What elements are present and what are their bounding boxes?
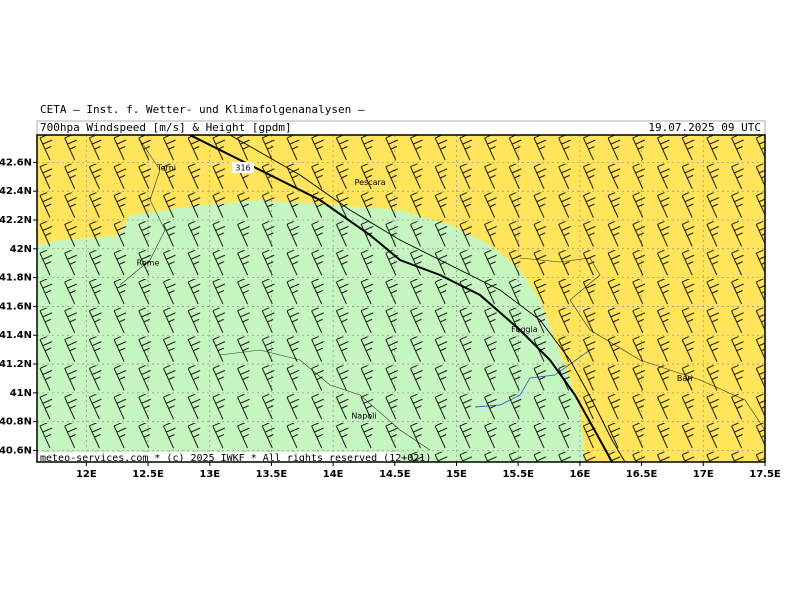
x-tick-label: 16.5E <box>626 469 658 480</box>
y-tick-label: 42N <box>10 244 32 255</box>
y-tick-label: 41.6N <box>0 301 32 312</box>
wind-barbs <box>37 135 765 462</box>
city-label: Terni <box>156 164 176 173</box>
height-contour <box>189 135 613 462</box>
x-tick-label: 15E <box>446 469 467 480</box>
x-tick-label: 16E <box>570 469 591 480</box>
cities: Terni Pescara Rome Foggia Bari Napoli <box>137 164 693 421</box>
footer-bg <box>38 452 400 462</box>
x-tick-label: 15.5E <box>502 469 534 480</box>
x-tick-label: 14E <box>323 469 344 480</box>
y-tick-label: 41.8N <box>0 273 32 284</box>
footer: meteo-services.com * (c) 2025 IWKF * All… <box>40 453 431 464</box>
y-tick-label: 42.2N <box>0 215 32 226</box>
x-tick-label: 12E <box>76 469 97 480</box>
y-tick-label: 41.2N <box>0 359 32 370</box>
y-tick-label: 41N <box>10 388 32 399</box>
city-label: Pescara <box>355 178 386 187</box>
y-tick-label: 40.6N <box>0 445 32 456</box>
map-frame <box>36 134 766 463</box>
height-contour-thin <box>229 135 626 462</box>
map-area: 316 Terni Pescara Rome Foggia Bari Napoli met… <box>37 135 765 464</box>
city-label: Rome <box>137 259 160 268</box>
map-date: 19.07.2025 09 UTC <box>648 121 761 134</box>
y-tick-label: 42.6N <box>0 157 32 168</box>
y-tick-label: 40.8N <box>0 417 32 428</box>
x-tick-label: 14.5E <box>379 469 411 480</box>
city-label: Foggia <box>511 325 538 334</box>
contour-label-bg <box>232 162 254 173</box>
institute: CETA – Inst. f. Wetter- und Klimafolgena… <box>40 103 365 116</box>
x-tick-label: 12.5E <box>132 469 164 480</box>
x-tick-label: 17E <box>693 469 714 480</box>
x-tick-label: 13E <box>199 469 220 480</box>
y-tick-label: 41.4N <box>0 330 32 341</box>
contour-label: 316 <box>235 164 250 173</box>
axis-ticks: 12E 12.5E 13E 13.5E 14E 14.5E 15E 15.5E 16E 16.5E… <box>0 157 781 480</box>
city-label: Bari <box>677 374 693 383</box>
city-label: Napoli <box>351 411 376 420</box>
x-tick-label: 13.5E <box>256 469 288 480</box>
y-tick-label: 42.4N <box>0 186 32 197</box>
map-title: 700hpa Windspeed [m/s] & Height [gpdm] <box>40 121 292 134</box>
x-tick-label: 17.5E <box>749 469 781 480</box>
